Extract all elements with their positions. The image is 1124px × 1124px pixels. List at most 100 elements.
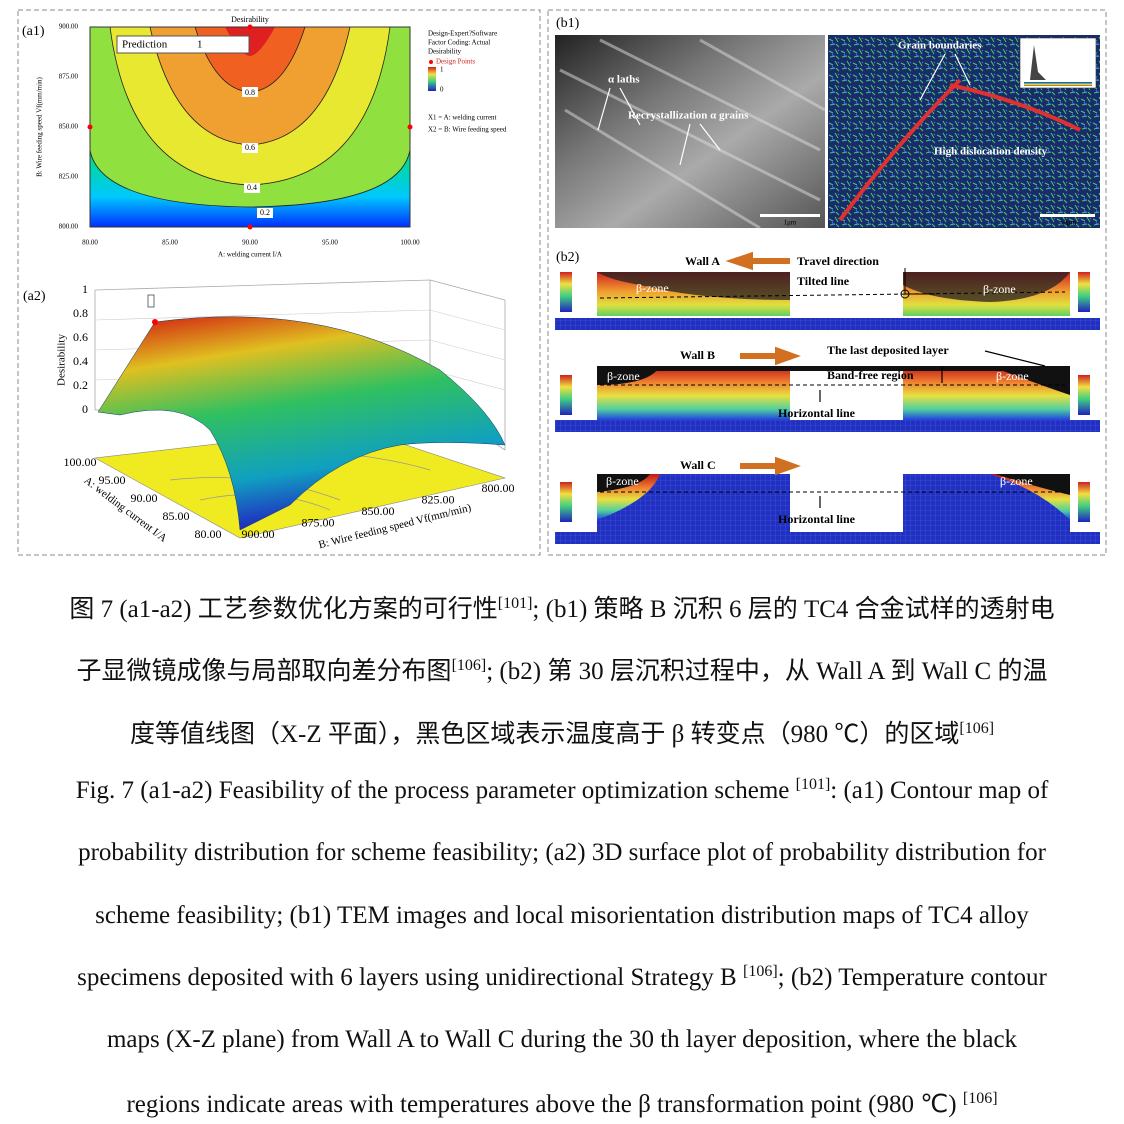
caption-text: ; (b1) 策略 B 沉积 6 层的 TC4 合金试样的透射电 — [532, 596, 1055, 623]
b-tick-label: 800.00 — [482, 481, 515, 495]
wall-name: Wall B — [680, 348, 715, 362]
caption-en-line: probability distribution for scheme feas… — [0, 839, 1124, 867]
caption-text: 子显微镜成像与局部取向差分布图 — [76, 658, 452, 686]
peak-marker — [147, 294, 155, 308]
annotation: Horizontal line — [778, 512, 856, 526]
caption-text: regions indicate areas with temperatures… — [126, 1090, 963, 1118]
zone-label: β-zone — [636, 281, 669, 295]
caption-text: 度等值线图（X-Z 平面），黑色区域表示温度高于 β 转变点（980 ℃）的区域 — [129, 720, 960, 748]
contour-band — [225, 27, 275, 56]
caption-en-line: maps (X-Z plane) from Wall A to Wall C d… — [0, 1026, 1124, 1054]
y-title: B: Wire feeding speed Vf(mm/min) — [36, 76, 44, 176]
wall-a — [555, 251, 1100, 330]
scale-label: 0 — [440, 86, 444, 94]
y-tick-label: 800.00 — [59, 223, 79, 231]
contour-label: 0.4 — [247, 183, 257, 192]
zone-label: β-zone — [983, 282, 1016, 296]
zone-label: β-zone — [1000, 474, 1033, 488]
x-tick-label: 95.00 — [322, 239, 338, 247]
z-tick-label: 0.6 — [73, 330, 88, 344]
annotation: Travel direction — [797, 254, 879, 268]
panel-label: (a1) — [22, 24, 45, 39]
annotation: The last deposited layer — [827, 343, 949, 357]
caption-text: 图 7 (a1-a2) 工艺参数优化方案的可行性 — [69, 596, 498, 623]
travel-arrow — [740, 456, 801, 476]
travel-arrow — [740, 346, 801, 366]
surface — [97, 316, 506, 531]
annotation: Tilted line — [797, 274, 850, 288]
substrate — [555, 532, 1100, 544]
a-tick-label: 95.00 — [99, 473, 126, 487]
annotation: Grain boundaries — [898, 40, 982, 52]
color-bar — [560, 482, 572, 522]
substrate — [555, 420, 1100, 432]
b-tick-label: 825.00 — [422, 492, 455, 506]
color-bar — [1078, 375, 1090, 415]
legend-text: Design Points — [436, 58, 475, 66]
x-tick-label: 90.00 — [242, 239, 258, 247]
zone-label: β-zone — [996, 369, 1029, 383]
annotation: High dislocation density — [934, 146, 1048, 158]
lath — [559, 38, 826, 230]
a-tick-label: 90.00 — [131, 491, 158, 505]
label-bg — [242, 87, 258, 97]
caption-en-line: regions indicate areas with temperatures… — [0, 1089, 1124, 1119]
legend-scale — [428, 67, 436, 91]
beta-region — [597, 272, 790, 300]
caption-text: : (a1) Contour map of — [830, 777, 1049, 804]
x-title: A: welding current I/A — [218, 251, 282, 259]
histogram — [1030, 45, 1046, 80]
y-tick-label: 875.00 — [59, 73, 79, 81]
caption-text: ; (b2) Temperature contour — [777, 963, 1047, 991]
beta-region — [990, 366, 1070, 395]
arrow — [819, 350, 1046, 402]
scale-label: 50μm — [1060, 219, 1077, 227]
citation: [101] — [795, 776, 831, 793]
color-bar — [1078, 272, 1090, 312]
color-bar — [1078, 482, 1090, 522]
substrate — [555, 318, 1100, 330]
wall-b — [555, 346, 1100, 432]
citation: [101] — [497, 595, 533, 612]
beta-region — [597, 474, 650, 492]
annotation: α laths — [608, 74, 640, 86]
factor-text: X2 = B: Wire feeding speed — [428, 126, 507, 134]
contour-label: 0.6 — [245, 143, 255, 152]
contour-label: 0.2 — [260, 208, 270, 217]
y-tick-label: 900.00 — [59, 23, 79, 31]
annotation: Recrystallization α grains — [628, 110, 749, 122]
zone-label: β-zone — [607, 369, 640, 383]
color-bar — [560, 375, 572, 415]
figure: Prediction 1 0.8 0.6 0.4 0.2 (a1) Desira… — [17, 9, 1107, 556]
citation: [106] — [962, 1089, 998, 1107]
annotation: Horizontal line — [778, 406, 856, 420]
caption-en-line: specimens deposited with 6 layers using … — [0, 963, 1124, 992]
caption-text: maps (X-Z plane) from Wall A to Wall C d… — [106, 1026, 1018, 1054]
citation: [106] — [959, 719, 995, 737]
color-bar — [560, 272, 572, 312]
wall-name: Wall A — [685, 254, 720, 268]
travel-arrow — [725, 251, 790, 271]
wall-c — [555, 456, 1100, 544]
caption-text: ; (b2) 第 30 层沉积过程中，从 Wall A 到 Wall C 的温 — [486, 658, 1048, 686]
design-point — [247, 224, 253, 230]
b-tick-label: 900.00 — [242, 527, 275, 541]
panel-label: (b1) — [556, 16, 580, 31]
label-bg — [242, 143, 258, 153]
caption-text: specimens deposited with 6 layers using … — [77, 963, 743, 991]
wall-name: Wall C — [680, 458, 716, 472]
caption-text: scheme feasibility; (b1) TEM images and … — [95, 901, 1029, 929]
design-point — [152, 319, 158, 325]
contour-plot: Prediction 1 0.8 0.6 0.4 0.2 — [87, 24, 413, 230]
scale-bar — [760, 214, 820, 217]
zone-label: β-zone — [606, 474, 639, 488]
panel-label: (a2) — [23, 289, 46, 304]
panel-label: (b2) — [556, 250, 580, 265]
histogram-inset — [1019, 37, 1097, 89]
x-tick-label: 80.00 — [82, 239, 98, 247]
legend-text: Factor Coding: Actual — [428, 39, 490, 47]
label-bg — [244, 183, 260, 193]
plot-title: Desirability — [231, 15, 269, 24]
